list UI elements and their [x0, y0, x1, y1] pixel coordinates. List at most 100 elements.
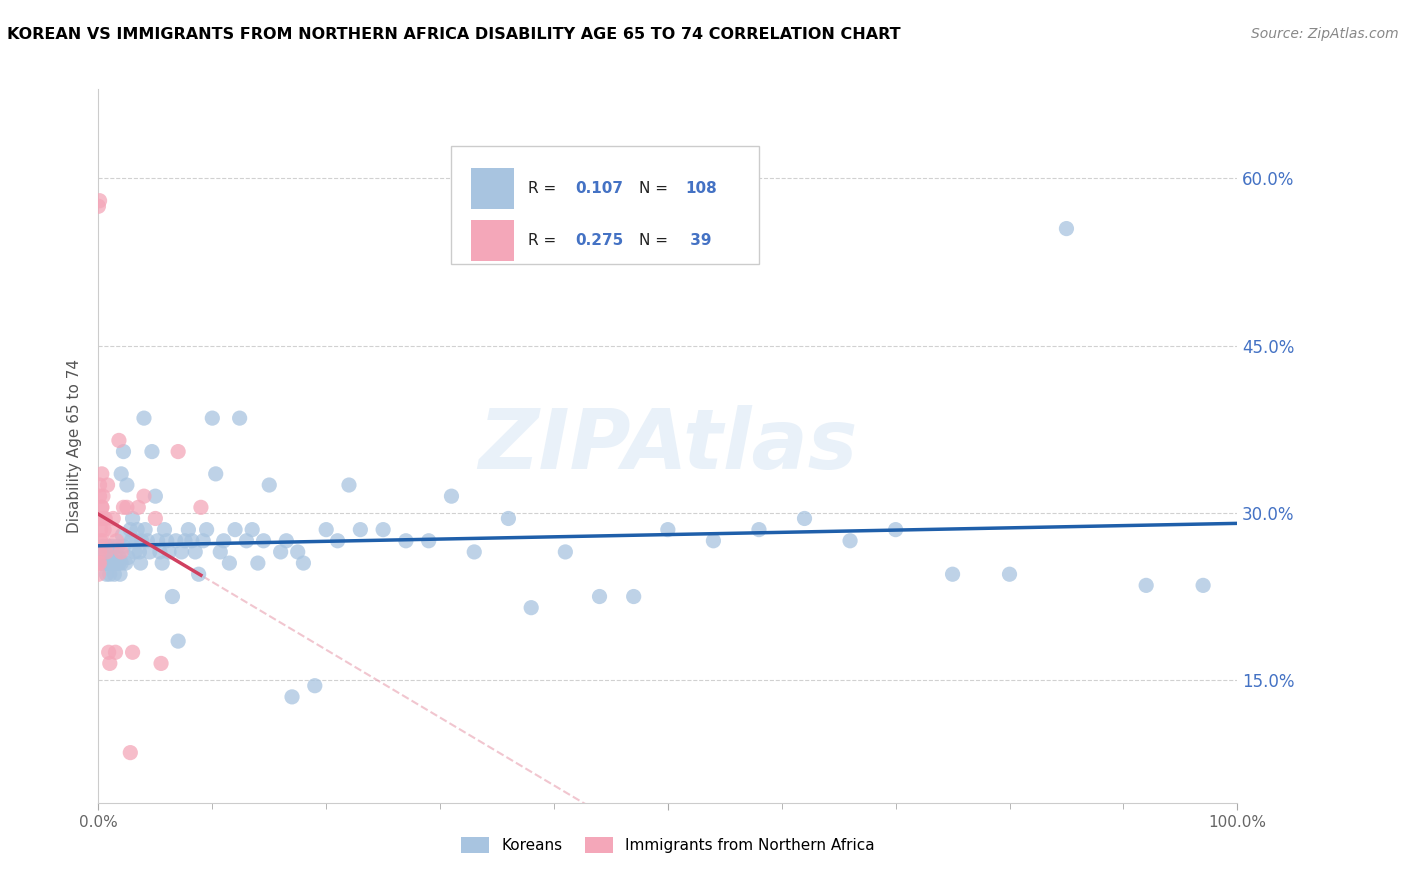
Point: [101, 556, 124, 570]
Point: [111, 528, 134, 542]
Point: [204, 467, 226, 481]
Point: [281, 690, 304, 704]
Point: [97, 645, 120, 659]
Point: [93, 511, 115, 525]
Point: [121, 511, 143, 525]
Point: [91, 489, 114, 503]
Point: [103, 567, 125, 582]
Point: [195, 523, 218, 537]
Point: [90, 533, 112, 548]
Point: [110, 556, 132, 570]
Point: [259, 478, 281, 492]
Point: [90, 500, 112, 515]
Point: [90, 556, 112, 570]
Point: [146, 533, 169, 548]
Point: [105, 556, 128, 570]
Text: Source: ZipAtlas.com: Source: ZipAtlas.com: [1251, 27, 1399, 41]
Point: [167, 444, 190, 458]
Point: [91, 539, 114, 553]
Point: [110, 467, 132, 481]
Point: [114, 556, 136, 570]
Point: [149, 545, 172, 559]
Point: [97, 556, 120, 570]
Point: [270, 545, 292, 559]
Point: [463, 545, 485, 559]
Text: N =: N =: [640, 233, 673, 248]
Point: [89, 545, 111, 559]
Point: [162, 590, 184, 604]
Point: [498, 511, 520, 525]
Point: [131, 533, 153, 548]
Point: [108, 434, 131, 448]
Point: [108, 550, 131, 565]
Point: [304, 679, 326, 693]
Point: [839, 533, 862, 548]
Legend: Koreans, Immigrants from Northern Africa: Koreans, Immigrants from Northern Africa: [456, 831, 880, 859]
Point: [141, 444, 163, 458]
Point: [94, 556, 117, 570]
Point: [153, 523, 176, 537]
Point: [90, 467, 112, 481]
Point: [104, 645, 127, 659]
FancyBboxPatch shape: [471, 219, 515, 261]
Point: [112, 444, 135, 458]
Point: [252, 533, 274, 548]
Point: [145, 511, 167, 525]
Text: 0.107: 0.107: [575, 181, 624, 196]
Point: [1135, 578, 1157, 592]
Point: [98, 657, 121, 671]
Point: [97, 556, 120, 570]
Point: [520, 600, 543, 615]
Point: [120, 746, 142, 760]
Point: [115, 500, 138, 515]
Point: [292, 556, 315, 570]
Point: [588, 590, 610, 604]
Point: [98, 567, 121, 582]
Point: [96, 556, 118, 570]
FancyBboxPatch shape: [471, 168, 515, 210]
Point: [124, 545, 146, 559]
Point: [224, 523, 246, 537]
Point: [129, 556, 152, 570]
Point: [134, 523, 156, 537]
Point: [371, 523, 394, 537]
Point: [246, 556, 269, 570]
Point: [145, 489, 167, 503]
Point: [184, 545, 207, 559]
Point: [90, 545, 112, 559]
Point: [315, 523, 337, 537]
Point: [96, 539, 118, 553]
Point: [121, 645, 143, 659]
Point: [112, 500, 135, 515]
Point: [105, 533, 128, 548]
Point: [167, 634, 190, 648]
Point: [998, 567, 1021, 582]
Point: [87, 567, 110, 582]
Point: [212, 533, 235, 548]
Point: [108, 556, 131, 570]
Point: [240, 523, 263, 537]
Point: [120, 533, 142, 548]
Text: 0.275: 0.275: [575, 233, 624, 248]
Point: [103, 511, 125, 525]
Point: [112, 539, 135, 553]
Point: [108, 567, 131, 582]
Point: [101, 523, 124, 537]
Point: [942, 567, 965, 582]
Point: [89, 194, 111, 208]
Point: [228, 411, 250, 425]
Point: [90, 500, 112, 515]
Text: R =: R =: [527, 181, 561, 196]
Point: [1192, 578, 1215, 592]
Point: [180, 533, 202, 548]
Point: [193, 533, 215, 548]
Point: [89, 478, 111, 492]
Point: [187, 567, 209, 582]
Point: [120, 523, 142, 537]
Point: [100, 550, 122, 565]
Point: [337, 478, 360, 492]
Point: [90, 556, 112, 570]
Text: R =: R =: [527, 233, 561, 248]
Point: [96, 567, 118, 582]
Point: [157, 545, 180, 559]
